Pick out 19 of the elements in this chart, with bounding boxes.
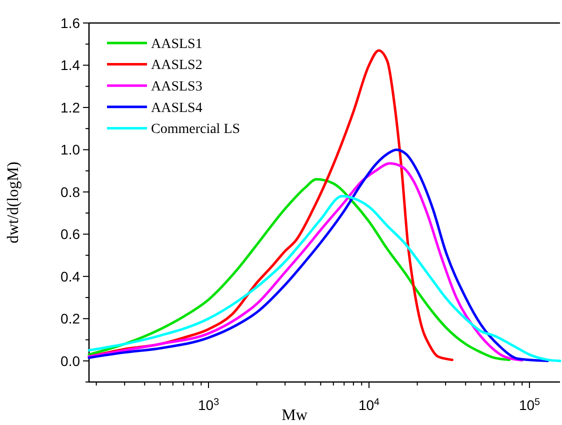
legend-label: AASLS1 (151, 36, 202, 52)
y-tick-label: 0.6 (60, 226, 80, 242)
legend-label: AASLS3 (151, 80, 202, 94)
y-tick-label: 0.8 (60, 184, 80, 200)
y-tick-label: 1.0 (60, 142, 80, 158)
x-tick-label: 10$^{3}$ (198, 396, 220, 413)
x-axis-title: Mw (282, 407, 308, 424)
y-tick-label: 0.2 (60, 310, 80, 327)
y-tick-label: 1.6 (60, 14, 80, 31)
x-tick-label: 10$^{4}$ (358, 396, 380, 413)
legend-label: Commercial LS (151, 122, 240, 138)
y-tick-label: 0.0 (60, 352, 80, 369)
y-tick-label: 0.4 (60, 268, 80, 284)
legend-label: AASLS4 (151, 100, 202, 116)
legend-label: AASLS2 (151, 58, 202, 74)
y-tick-label: 1.2 (60, 99, 80, 116)
y-tick-label: 1.4 (60, 57, 80, 74)
x-tick-label: 10$^{5}$ (518, 396, 541, 413)
y-axis-title: dwt/d(logM) (5, 162, 22, 244)
